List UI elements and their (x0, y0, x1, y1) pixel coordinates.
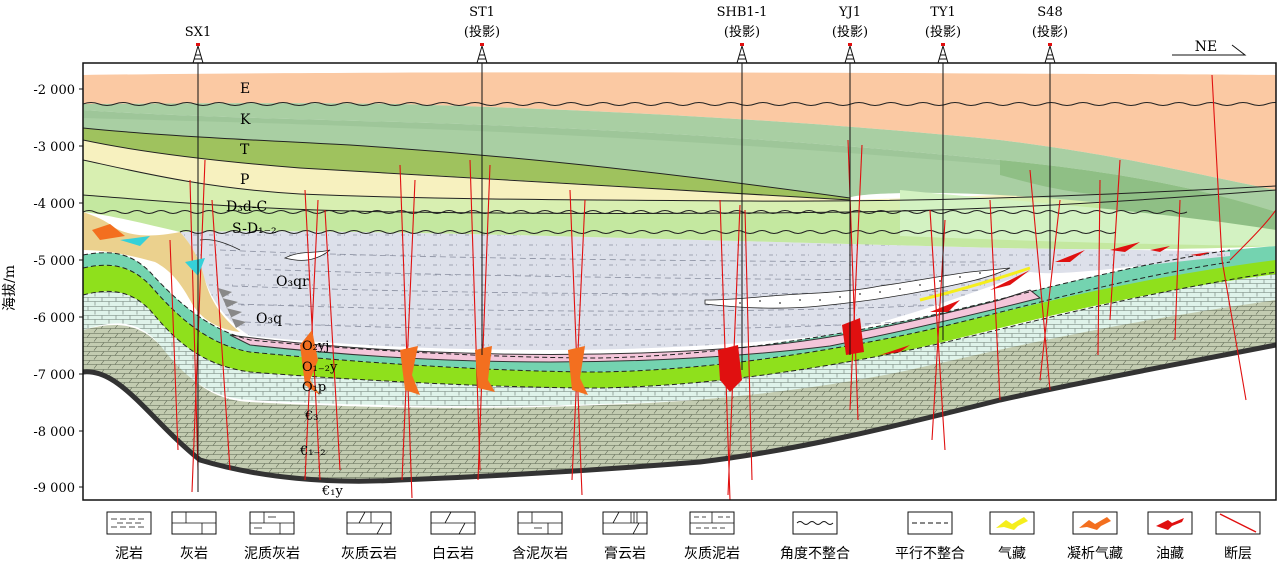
well-name: ST1 (469, 5, 495, 20)
strata-labels: E K T P D₃d-C S-D₁₋₂ O₃qr O₃q O₂yj O₁₋₂y… (226, 81, 343, 499)
layer-cambrian-upper (83, 272, 1276, 407)
legend: 泥岩 灰岩 泥质灰岩 灰质云岩 白云岩 含泥灰岩 (106, 511, 1261, 562)
well-name: SHB1-1 (717, 5, 768, 20)
y-tick: -6 000 (33, 311, 75, 326)
faults (169, 74, 1276, 500)
y-tick: -8 000 (33, 425, 75, 440)
y-tick: -3 000 (33, 140, 75, 155)
well-SHB1-1: SHB1-1 (投影) (717, 5, 768, 370)
stratum-label-D3dC: D₃d-C (226, 199, 267, 215)
legend-item-calcareous-dolomite: 灰质云岩 (341, 511, 397, 562)
layer-T (83, 128, 850, 200)
legend-label: 白云岩 (432, 546, 474, 562)
y-tick: -7 000 (33, 368, 75, 383)
legend-label: 凝析气藏 (1067, 546, 1123, 562)
stratum-label-O3qr: O₃qr (276, 274, 309, 290)
well-YJ1: YJ1 (投影) (832, 5, 868, 355)
layer-O3qr (180, 231, 1230, 350)
stratum-label-E: E (240, 81, 250, 97)
layer-P (83, 140, 1276, 202)
legend-item-parallel-unconformity: 平行不整合 (895, 511, 965, 562)
stratum-label-T: T (240, 142, 250, 158)
legend-item-calcareous-mudstone: 灰质泥岩 (684, 511, 740, 562)
y-tick: -5 000 (33, 254, 75, 269)
stratum-label-O2yj: O₂yj (302, 339, 329, 354)
layer-O2yj (229, 289, 1042, 363)
reservoirs (92, 224, 1210, 395)
legend-label: 断层 (1224, 546, 1252, 562)
legend-item-muddy-limestone: 含泥灰岩 (512, 511, 568, 562)
legend-label: 角度不整合 (780, 546, 850, 562)
legend-label: 灰质云岩 (341, 546, 397, 562)
well-note: (投影) (1032, 24, 1068, 40)
legend-item-argillaceous-limestone: 泥质灰岩 (244, 511, 300, 562)
stratum-label-K: K (240, 112, 251, 128)
well-note: (投影) (925, 24, 961, 40)
well-name: YJ1 (838, 5, 861, 20)
stratum-label-O12y: O₁₋₂y (302, 360, 338, 375)
well-ST1: ST1 (投影) (464, 5, 500, 355)
angular-unconformity-lines (83, 102, 1276, 234)
well-S48: S48 (投影) (1032, 5, 1068, 270)
legend-item-limestone: 灰岩 (171, 511, 217, 562)
direction-label: NE (1195, 39, 1217, 55)
legend-item-gas-reservoir: 气藏 (989, 511, 1035, 562)
legend-item-condensate-gas-reservoir: 凝析气藏 (1067, 511, 1123, 562)
direction-indicator: NE (1172, 39, 1247, 56)
y-tick: -9 000 (33, 481, 75, 496)
layer-K (83, 110, 1276, 232)
legend-label: 灰质泥岩 (684, 546, 740, 562)
y-tick: -4 000 (33, 197, 75, 212)
stratum-label-O3q: O₃q (256, 311, 282, 327)
legend-label: 泥岩 (115, 546, 143, 562)
stratum-label-P: P (240, 172, 249, 188)
wells: SX1 ST1 (投影) SHB1-1 (投影) YJ1 (投影) (185, 5, 1068, 492)
section-frame (82, 62, 1277, 501)
layer-E (83, 72, 1276, 190)
stratum-label-C1y: €₁y (321, 484, 343, 499)
legend-item-angular-unconformity: 角度不整合 (780, 511, 850, 562)
legend-item-mudstone: 泥岩 (106, 511, 152, 562)
legend-item-oil-reservoir: 油藏 (1147, 511, 1193, 562)
cross-section (83, 63, 1276, 500)
legend-label: 含泥灰岩 (512, 546, 568, 562)
well-note: (投影) (464, 24, 500, 40)
well-SX1: SX1 (185, 25, 211, 492)
legend-item-gypsum-dolomite: 膏云岩 (602, 511, 648, 562)
well-name: TY1 (930, 5, 956, 20)
y-tick: -2 000 (33, 83, 75, 98)
stratum-label-O1p: O₁p (302, 380, 326, 395)
well-name: S48 (1037, 5, 1062, 20)
legend-label: 灰岩 (180, 546, 208, 562)
legend-label: 平行不整合 (895, 546, 965, 562)
well-name: SX1 (185, 25, 211, 40)
legend-label: 气藏 (998, 546, 1026, 562)
legend-label: 油藏 (1156, 546, 1184, 562)
y-axis-label: 海拔/m (2, 265, 18, 311)
legend-label: 泥质灰岩 (244, 546, 300, 562)
legend-item-fault: 断层 (1215, 511, 1261, 562)
well-note: (投影) (832, 24, 868, 40)
well-note: (投影) (724, 24, 760, 40)
y-axis: -2 000 -3 000 -4 000 -5 000 -6 000 -7 00… (2, 83, 83, 496)
legend-item-dolomite: 白云岩 (430, 511, 476, 562)
legend-label: 膏云岩 (604, 545, 646, 562)
stratum-label-C3: €₃ (304, 409, 318, 424)
stratum-label-SD12: S-D₁₋₂ (232, 221, 277, 237)
stratum-label-C12: €₁₋₂ (299, 444, 326, 459)
well-TY1: TY1 (投影) (925, 5, 961, 340)
